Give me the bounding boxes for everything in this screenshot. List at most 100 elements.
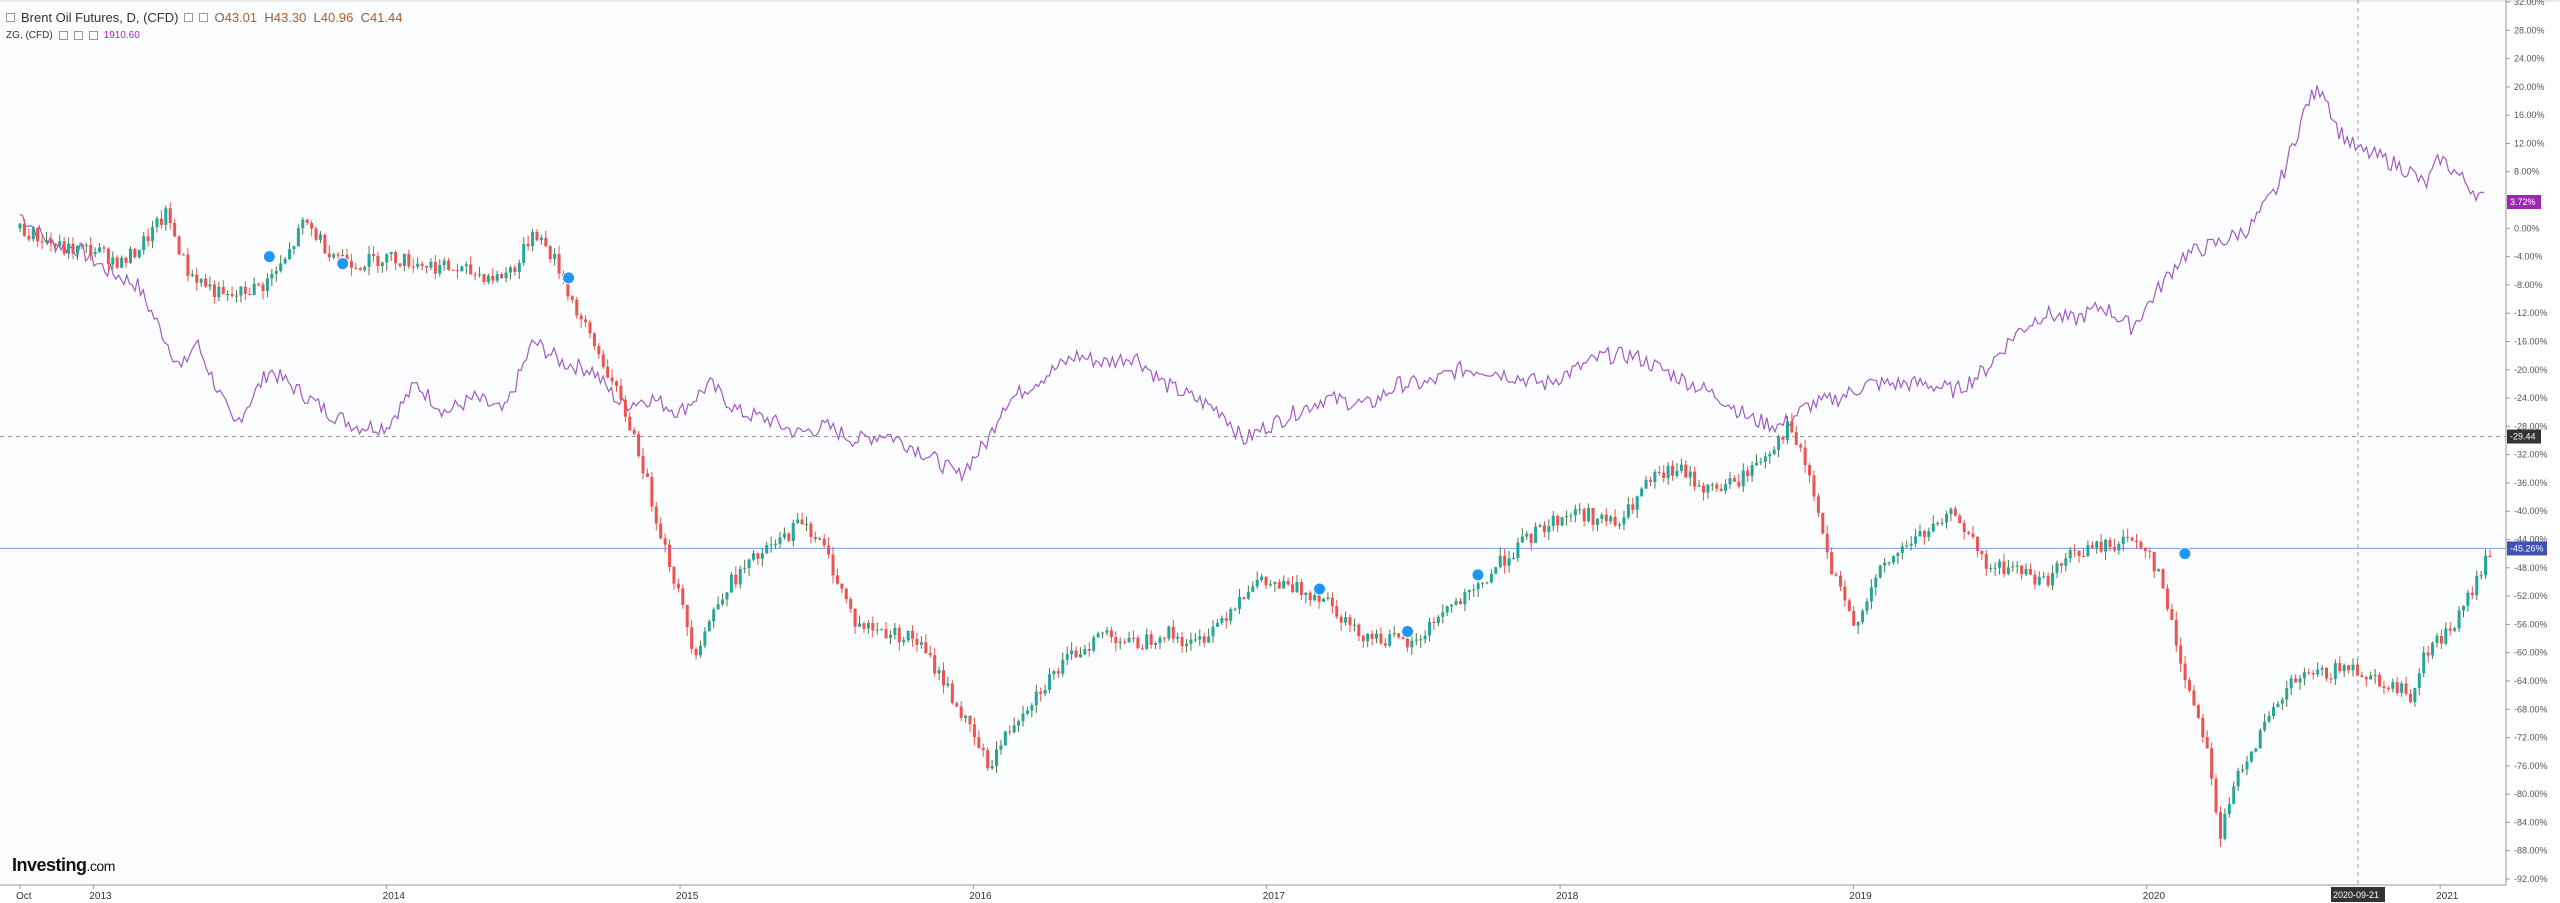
y-tick-label: -24.00% — [2514, 393, 2548, 403]
brent-candle — [1162, 637, 1166, 639]
brent-candle — [151, 227, 155, 242]
settings-icon[interactable] — [184, 12, 194, 22]
brent-candle — [1905, 545, 1909, 547]
brent-candle — [1609, 516, 1613, 522]
brent-candle — [1074, 650, 1078, 658]
brent-candle — [1847, 600, 1851, 611]
brent-candle — [2077, 550, 2081, 556]
event-marker[interactable] — [1313, 582, 1327, 596]
brent-candle — [858, 623, 862, 627]
brent-candle — [416, 263, 420, 267]
brent-candle — [1595, 518, 1599, 525]
brent-candle — [1154, 643, 1158, 645]
collapse-icon[interactable] — [6, 12, 15, 22]
brent-candle — [751, 553, 755, 560]
brent-candle — [173, 223, 177, 237]
brent-candle — [1768, 454, 1772, 457]
brent-candle — [239, 286, 243, 296]
event-marker[interactable] — [1471, 568, 1485, 582]
brent-candle — [827, 545, 831, 555]
brent-candle — [420, 263, 424, 267]
y-tick-label: -44.00% — [2514, 535, 2548, 545]
brent-candle — [1666, 465, 1670, 479]
brent-candle — [1065, 654, 1069, 660]
brent-candle — [774, 543, 778, 545]
brent-candle — [1808, 465, 1812, 476]
brent-candle — [791, 522, 795, 541]
brent-candle — [2475, 575, 2479, 596]
brent-candle — [2179, 645, 2183, 664]
event-marker[interactable] — [262, 250, 276, 264]
brent-candle — [637, 433, 641, 456]
brent-candle — [972, 724, 976, 738]
brent-candle — [1626, 504, 1630, 518]
brent-candle — [703, 631, 707, 646]
brent-candle — [208, 284, 212, 287]
brent-candle — [1092, 637, 1096, 651]
brent-candle — [557, 254, 561, 274]
brent-candle — [1600, 514, 1604, 519]
brent-candle — [332, 254, 336, 258]
event-marker[interactable] — [1401, 624, 1415, 638]
y-tick-label: -60.00% — [2514, 648, 2548, 658]
brent-candle — [2400, 683, 2404, 693]
brent-candle — [1503, 555, 1507, 566]
brent-candle — [1335, 606, 1339, 617]
brent-candle — [2161, 569, 2165, 589]
event-marker[interactable] — [336, 257, 350, 271]
brent-candle — [380, 262, 384, 267]
brent-candle — [672, 566, 676, 584]
brent-candle — [2364, 676, 2368, 680]
brent-candle — [1896, 552, 1900, 557]
brent-candle — [310, 223, 314, 229]
brent-candle — [676, 583, 680, 589]
brent-candle — [1728, 478, 1732, 485]
brent-candle — [999, 745, 1003, 750]
close-icon[interactable] — [199, 12, 209, 22]
brent-candle — [1781, 436, 1785, 440]
close-icon[interactable] — [88, 30, 98, 40]
brent-candle — [2205, 737, 2209, 749]
y-tick-label: -8.00% — [2514, 280, 2543, 290]
brent-candle — [1675, 470, 1679, 476]
settings-icon[interactable] — [73, 30, 83, 40]
brent-candle — [451, 269, 455, 271]
brent-candle — [1410, 640, 1414, 648]
brent-candle — [274, 270, 278, 274]
brent-candle — [950, 683, 954, 704]
brent-candle — [31, 227, 35, 240]
y-tick-label: 8.00% — [2514, 167, 2540, 177]
brent-candle — [1732, 478, 1736, 482]
event-marker[interactable] — [562, 271, 576, 285]
brent-candle — [2453, 628, 2457, 631]
brent-candle — [2218, 812, 2222, 839]
brent-candle — [1375, 633, 1379, 639]
brent-candle — [1755, 462, 1759, 466]
brent-candle — [2055, 563, 2059, 573]
plot-area[interactable] — [0, 0, 2506, 885]
y-tick-label: -72.00% — [2514, 733, 2548, 743]
brent-candle — [2329, 678, 2333, 680]
brent-candle — [1772, 449, 1776, 455]
brent-candle — [871, 622, 875, 631]
event-marker[interactable] — [2178, 547, 2192, 561]
brent-candle — [897, 627, 901, 643]
brent-candle — [270, 273, 274, 279]
brent-candle — [782, 533, 786, 538]
brent-candle — [756, 553, 760, 559]
brent-candle — [1304, 592, 1308, 595]
brent-candle — [1684, 464, 1688, 478]
brent-candle — [2382, 686, 2386, 689]
brent-candle — [1136, 637, 1140, 649]
brent-candle — [2378, 674, 2382, 687]
brent-candle — [2046, 576, 2050, 586]
brent-candle — [2333, 663, 2337, 679]
brent-candle — [137, 250, 141, 258]
brent-candle — [1109, 630, 1113, 638]
brent-candle — [283, 259, 287, 264]
brent-candle — [2241, 769, 2245, 771]
brent-candle — [2188, 680, 2192, 691]
visibility-icon[interactable] — [58, 30, 68, 40]
